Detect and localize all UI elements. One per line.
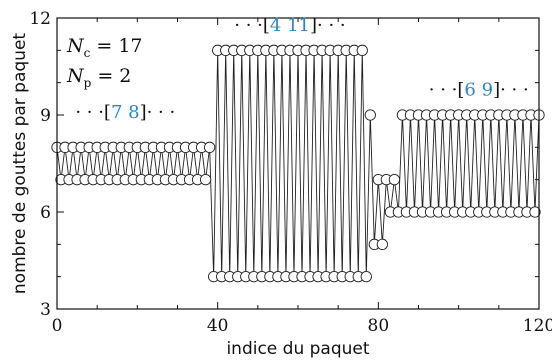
- annotation-value-a: 4: [270, 15, 281, 36]
- sequence-annotation: · · ·[6 9]· · ·: [429, 80, 529, 101]
- x-tick-label: 120: [523, 316, 552, 336]
- annotation-prefix: · · ·[: [234, 15, 270, 36]
- series-points: [51, 44, 545, 283]
- data-point: [529, 206, 541, 218]
- annotation-value-b: 11: [287, 15, 310, 36]
- annotation-value-a: 7: [111, 102, 122, 123]
- y-tick-label: 12: [29, 9, 51, 29]
- annotations: · · ·[7 8]· · ·· · ·[4 11]· · ·· · ·[6 9…: [75, 15, 528, 123]
- annotation-suffix: ]· · ·: [310, 15, 346, 36]
- nc-parameter: Nc = 17: [66, 35, 143, 60]
- data-point: [203, 141, 216, 153]
- annotation-prefix: · · ·[: [75, 102, 111, 123]
- y-tick-label: 3: [40, 300, 51, 320]
- nc-value: = 17: [96, 35, 142, 57]
- nc-symbol: N: [66, 35, 85, 57]
- data-point: [364, 109, 376, 121]
- sequence-annotation: · · ·[4 11]· · ·: [234, 15, 345, 36]
- data-point: [388, 174, 401, 186]
- data-point: [376, 238, 388, 250]
- nc-subscript: c: [84, 46, 91, 60]
- sequence-annotation: · · ·[7 8]· · ·: [75, 102, 175, 123]
- x-tick-label: 80: [368, 316, 390, 336]
- data-point: [356, 44, 368, 56]
- annotation-value-b: 9: [482, 80, 493, 101]
- np-symbol: N: [66, 65, 85, 87]
- x-axis-label: indice du paquet: [226, 339, 369, 359]
- annotation-value-b: 8: [128, 102, 139, 123]
- x-tick-label: 40: [207, 316, 229, 336]
- annotation-suffix: ]· · ·: [493, 80, 529, 101]
- annotation-prefix: · · ·[: [429, 80, 465, 101]
- data-point: [199, 174, 212, 186]
- plot-frame: [56, 17, 540, 310]
- annotation-value-a: 6: [464, 80, 475, 101]
- np-value: = 2: [97, 65, 131, 87]
- np-subscript: p: [84, 76, 92, 90]
- y-tick-label: 6: [40, 203, 51, 223]
- y-tick-label: 9: [40, 106, 51, 126]
- y-axis-label: nombre de gouttes par paquet: [10, 33, 30, 295]
- annotation-suffix: ]· · ·: [140, 102, 176, 123]
- x-tick-label: 0: [52, 316, 63, 336]
- np-parameter: Np = 2: [66, 65, 131, 90]
- data-point: [360, 271, 372, 283]
